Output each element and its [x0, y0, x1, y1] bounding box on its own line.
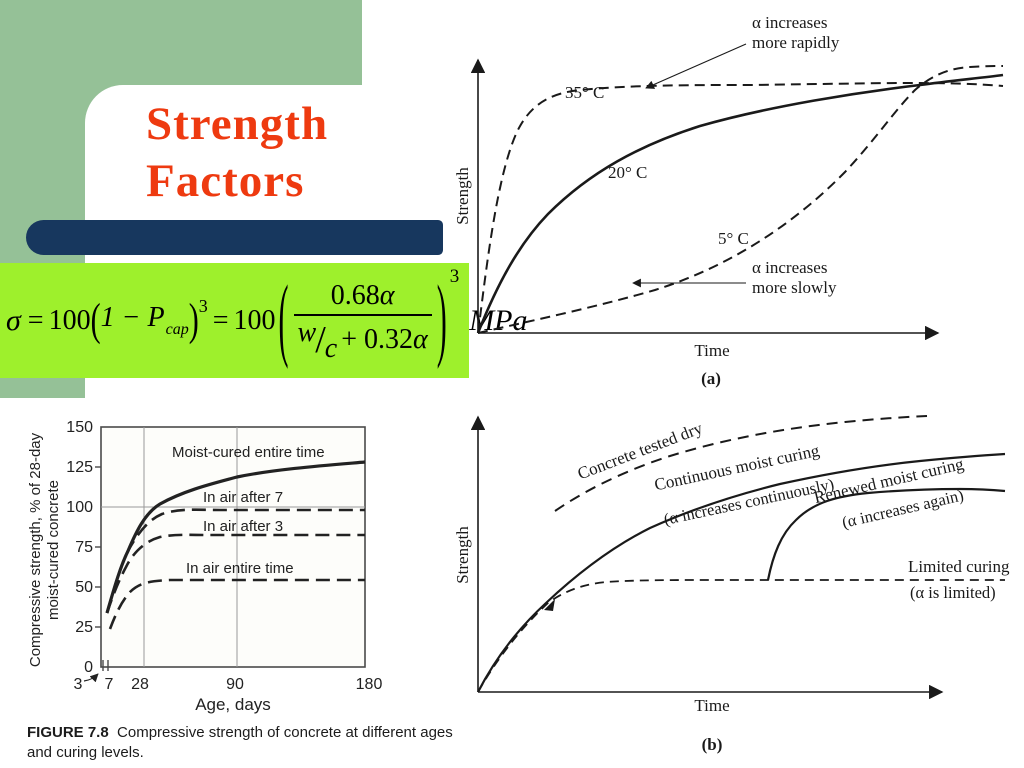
chart-a-label-35c: 35° C — [565, 83, 604, 102]
fig78-ytick-50: 50 — [75, 579, 93, 596]
formula-fraction: 0.68α w / c + 0.32 α — [293, 279, 432, 364]
formula-equals-1: = — [27, 304, 44, 336]
formula-rparen-1: ) — [188, 295, 199, 345]
fig78-ytick-150: 150 — [66, 419, 93, 436]
fig78-x-tick-labels: 3 7 28 90 180 — [74, 676, 383, 693]
formula-equals-2: = — [212, 304, 229, 336]
fig78-y-tick-labels: 150 125 100 75 50 25 0 — [66, 419, 93, 676]
formula-rparen-2: ) — [436, 267, 447, 371]
chart-a-curve-20c — [476, 73, 1004, 334]
chart-a-curve-5c — [477, 65, 1004, 334]
chart-b-y-axis-label: Strength — [453, 526, 472, 584]
fig78-ytick-75: 75 — [75, 539, 93, 556]
chart-b-curve-tested-dry — [554, 415, 928, 512]
formula-subscript-cap: cap — [165, 321, 189, 338]
chart-b-label-limited-line1: Limited curing — [908, 557, 1010, 576]
chart-a-y-axis-label: Strength — [453, 167, 472, 225]
chart-a-annotation-rapid-arrow — [645, 43, 747, 89]
page-title-line2: Factors — [146, 155, 305, 208]
fig78-x-axis-label: Age, days — [195, 695, 271, 714]
fig78-y-axis-label-line2: moist-cured concrete — [45, 480, 62, 620]
figure-7-8-caption: FIGURE 7.8 Compressive strength of concr… — [27, 723, 479, 762]
chart-a-x-axis-label: Time — [694, 341, 729, 360]
formula-100-1: 100 — [48, 304, 91, 336]
figure-7-8-caption-text2: and curing levels. — [27, 743, 144, 761]
fig78-y-ticks — [95, 466, 101, 628]
fig78-gridlines — [101, 427, 365, 667]
chart-a-label-20c: 20° C — [608, 163, 647, 182]
formula-sigma: σ — [6, 303, 21, 337]
fig78-label-in-air-entire: In air entire time — [186, 560, 294, 577]
formula-exponent-1: 3 — [198, 296, 208, 316]
formula-100-2: 100 — [233, 304, 276, 336]
fig78-curve-in-air-after-7 — [105, 508, 365, 614]
formula-lparen-2: ( — [278, 267, 289, 371]
fig78-ytick-100: 100 — [66, 499, 93, 516]
formula-numerator: 0.68α — [330, 279, 395, 311]
chart-b-x-axis-label: Time — [694, 696, 729, 715]
title-underline-bar — [26, 220, 443, 255]
fig78-xtick-7: 7 — [105, 676, 114, 693]
page-title-line1: Strength — [146, 98, 329, 150]
chart-a-curve-35c — [477, 81, 1004, 334]
chart-a-annotation-slow-line1: α increases — [752, 258, 827, 277]
chart-b-panel-tag: (b) — [702, 735, 723, 754]
fig78-curve-in-air-after-3 — [105, 533, 365, 614]
fig78-xtick-28: 28 — [131, 676, 149, 693]
chart-a-annotation-rapid-line1: α increases — [752, 13, 827, 32]
chart-a-panel-tag: (a) — [701, 369, 721, 388]
figure-7-8-caption-number: FIGURE 7.8 — [27, 724, 109, 741]
fraction-bar — [293, 313, 432, 316]
chart-a-label-5c: 5° C — [718, 229, 749, 248]
formula-panel: σ = 100 ( 1 − Pcap ) 3 = 100 ( 0.68α w / c… — [0, 263, 528, 378]
fig78-y-axis-label-line1: Compressive strength, % of 28-day — [27, 432, 44, 667]
fig78-curve-in-air-entire — [108, 578, 365, 630]
formula-body: 1 − Pcap — [100, 302, 189, 338]
fig78-x-ticks — [102, 660, 109, 671]
chart-b: Concrete tested dry Continuous moist cur… — [453, 415, 1010, 754]
chart-a-annotation-slow-line2: more slowly — [752, 278, 837, 297]
fig78-label-in-air-after-3: In air after 3 — [203, 518, 283, 535]
chart-a: 35° C 20° C 5° C α increases more rapidl… — [453, 13, 1004, 388]
fig78-label-moist-cured: Moist-cured entire time — [172, 444, 325, 461]
chart-b-limited-branch-arrowhead — [544, 599, 555, 611]
fig78-ytick-125: 125 — [66, 459, 93, 476]
fig78-ytick-25: 25 — [75, 619, 93, 636]
chart-b-label-limited-line2: (α is limited) — [910, 583, 996, 602]
chart-a-annotation-rapid-line2: more rapidly — [752, 33, 840, 52]
formula-exponent-2: 3 — [449, 265, 460, 287]
fig78-xtick-3: 3 — [74, 676, 83, 693]
chart-b-curve-renewed-moist — [766, 487, 1006, 581]
fig78-ytick-0: 0 — [84, 659, 93, 676]
fig78-tick3-arrow — [83, 673, 99, 683]
figure-7-8-caption-text: Compressive strength of concrete at diff… — [117, 724, 453, 741]
page-title: Strength Factors — [146, 96, 328, 211]
fig78-xtick-90: 90 — [226, 676, 244, 693]
fig78-label-in-air-after-7: In air after 7 — [203, 489, 283, 506]
formula-lparen-1: ( — [90, 295, 101, 345]
formula-denominator: w / c + 0.32 α — [297, 316, 428, 364]
figure-7-8-chart: Moist-cured entire time In air after 7 I… — [27, 419, 383, 714]
fig78-xtick-180: 180 — [356, 676, 383, 693]
chart-b-curve-continuous-moist — [477, 452, 1006, 693]
